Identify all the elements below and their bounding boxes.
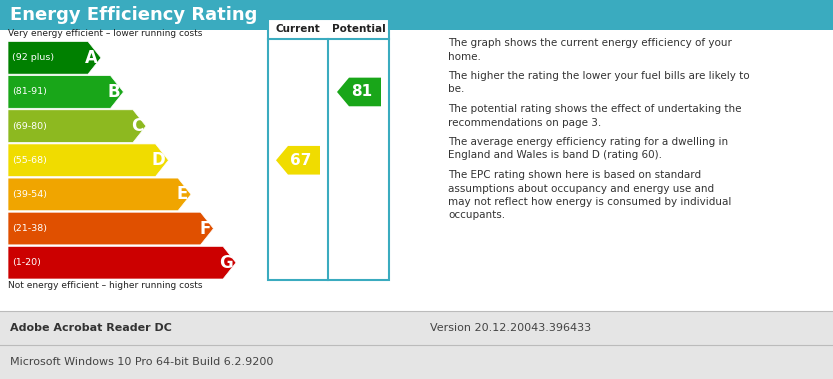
Polygon shape	[8, 144, 168, 177]
Text: Not energy efficient – higher running costs: Not energy efficient – higher running co…	[8, 281, 202, 290]
Text: 67: 67	[291, 153, 312, 168]
Text: be.: be.	[448, 85, 464, 94]
Text: The potential rating shows the effect of undertaking the: The potential rating shows the effect of…	[448, 104, 741, 114]
Text: A: A	[85, 49, 98, 67]
Polygon shape	[8, 110, 146, 143]
Text: Very energy efficient – lower running costs: Very energy efficient – lower running co…	[8, 29, 202, 38]
Text: Current: Current	[276, 24, 321, 34]
Text: G: G	[219, 254, 233, 272]
Text: 81: 81	[352, 85, 372, 99]
Text: (81-91): (81-91)	[12, 88, 47, 97]
Text: home.: home.	[448, 52, 481, 61]
Polygon shape	[8, 41, 101, 74]
Text: may not reflect how energy is consumed by individual: may not reflect how energy is consumed b…	[448, 197, 731, 207]
Polygon shape	[8, 178, 191, 211]
Text: The graph shows the current energy efficiency of your: The graph shows the current energy effic…	[448, 38, 732, 48]
Bar	[268, 19, 389, 280]
Bar	[0, 0, 833, 30]
Text: C: C	[131, 117, 143, 135]
Text: (1-20): (1-20)	[12, 258, 41, 267]
Text: occupants.: occupants.	[448, 210, 505, 221]
Polygon shape	[8, 246, 236, 279]
Text: Energy Efficiency Rating: Energy Efficiency Rating	[10, 6, 257, 24]
Polygon shape	[276, 146, 320, 175]
Text: The average energy efficiency rating for a dwelling in: The average energy efficiency rating for…	[448, 137, 728, 147]
Text: Potential: Potential	[332, 24, 386, 34]
Text: E: E	[177, 185, 188, 204]
Text: (21-38): (21-38)	[12, 224, 47, 233]
Text: (39-54): (39-54)	[12, 190, 47, 199]
Text: recommendations on page 3.: recommendations on page 3.	[448, 117, 601, 127]
Text: The higher the rating the lower your fuel bills are likely to: The higher the rating the lower your fue…	[448, 71, 750, 81]
Text: (55-68): (55-68)	[12, 156, 47, 165]
Text: (92 plus): (92 plus)	[12, 53, 54, 62]
Text: B: B	[108, 83, 121, 101]
Text: The EPC rating shown here is based on standard: The EPC rating shown here is based on st…	[448, 170, 701, 180]
Text: England and Wales is band D (rating 60).: England and Wales is band D (rating 60).	[448, 150, 662, 160]
Text: (69-80): (69-80)	[12, 122, 47, 131]
Text: Version 20.12.20043.396433: Version 20.12.20043.396433	[430, 323, 591, 333]
Text: F: F	[199, 219, 211, 238]
Polygon shape	[337, 78, 381, 106]
Text: assumptions about occupancy and energy use and: assumptions about occupancy and energy u…	[448, 183, 714, 194]
Text: Adobe Acrobat Reader DC: Adobe Acrobat Reader DC	[10, 323, 172, 333]
Polygon shape	[8, 212, 213, 245]
Polygon shape	[8, 76, 123, 108]
Text: Microsoft Windows 10 Pro 64-bit Build 6.2.9200: Microsoft Windows 10 Pro 64-bit Build 6.…	[10, 357, 273, 367]
Text: D: D	[152, 151, 166, 169]
Bar	[0, 311, 833, 379]
